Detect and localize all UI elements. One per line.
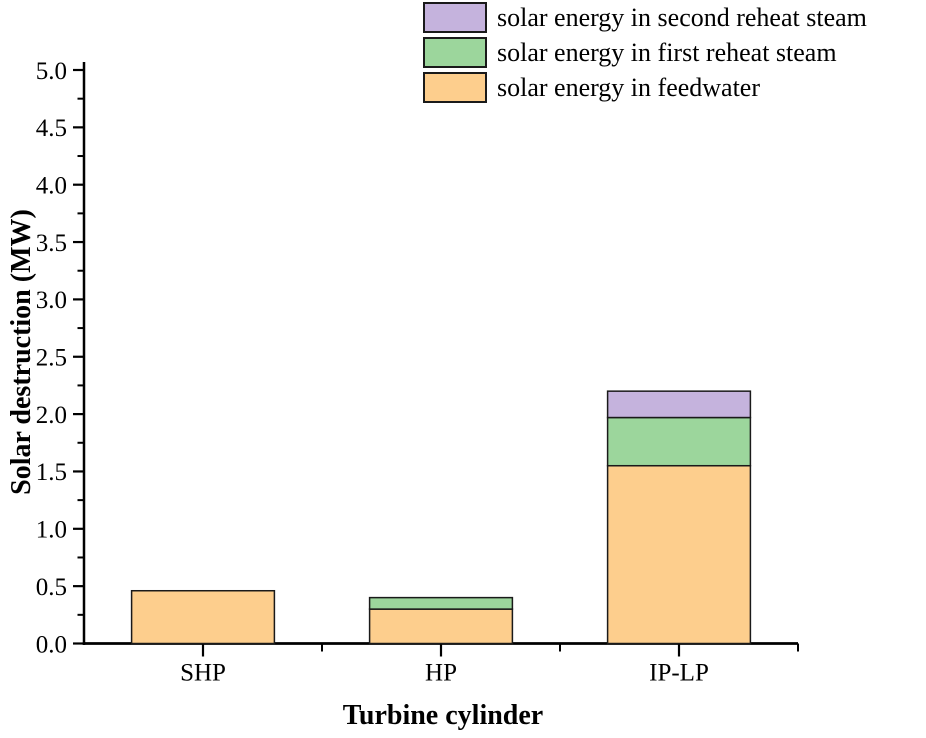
bar-segment (606, 416, 752, 467)
legend-label: solar energy in first reheat steam (497, 37, 837, 67)
y-tick-label: 0.5 (36, 574, 67, 601)
legend-row: solar energy in first reheat steam (423, 37, 867, 68)
y-tick-label: 3.5 (36, 230, 67, 257)
legend-swatch (423, 37, 487, 68)
bar-segment (368, 596, 514, 610)
y-tick-label: 3.0 (36, 287, 67, 314)
x-category-label: IP-LP (649, 660, 709, 687)
y-tick-label: 0.0 (36, 631, 67, 658)
y-tick-label: 1.0 (36, 517, 67, 544)
bar-segment (606, 464, 752, 645)
y-tick-label: 2.5 (36, 345, 67, 372)
legend-swatch (423, 2, 487, 33)
legend-label: solar energy in feedwater (497, 72, 761, 102)
legend-swatch (423, 72, 487, 103)
legend-label: solar energy in second reheat steam (497, 2, 867, 32)
bar-segment (606, 390, 752, 419)
x-category-label: HP (425, 660, 457, 687)
x-axis-title: Turbine cylinder (342, 700, 544, 731)
y-tick-label: 2.0 (36, 402, 67, 429)
bar-segment (130, 589, 276, 645)
y-tick-label: 4.0 (36, 172, 67, 199)
legend-row: solar energy in feedwater (423, 72, 867, 103)
bar-segment (368, 608, 514, 645)
x-category-label: SHP (180, 660, 226, 687)
y-axis-title: Solar destruction (MW) (6, 209, 37, 495)
y-tick-label: 4.5 (36, 115, 67, 142)
legend-row: solar energy in second reheat steam (423, 2, 867, 33)
chart-legend: solar energy in second reheat steam solar… (423, 2, 867, 107)
y-tick-label: 1.5 (36, 459, 67, 486)
y-tick-label: 5.0 (36, 58, 67, 85)
